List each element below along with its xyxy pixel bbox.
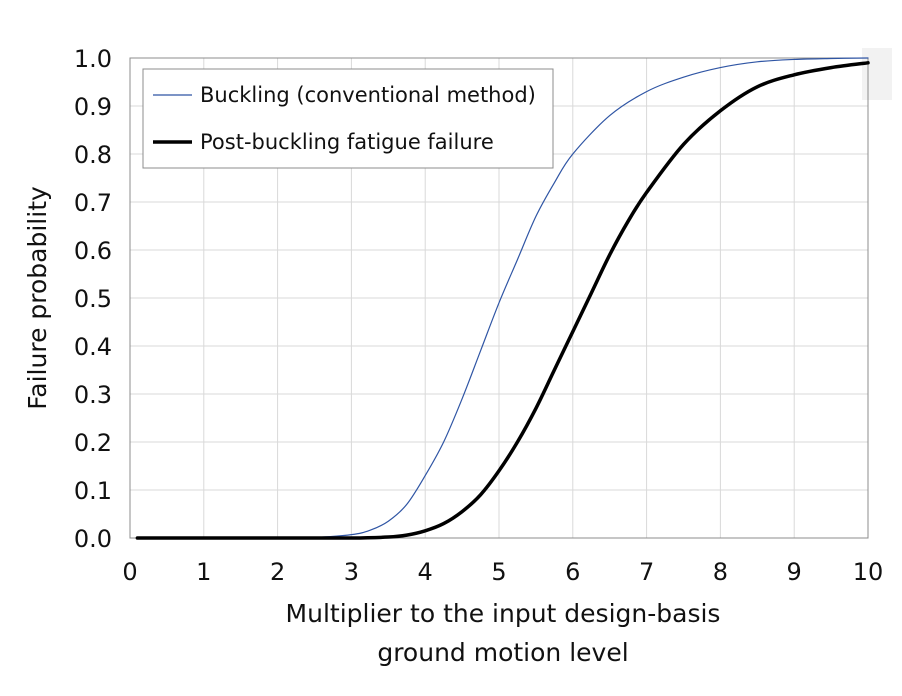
y-tick-label: 0.9 — [74, 93, 112, 121]
x-tick-label: 0 — [122, 558, 137, 586]
x-tick-label: 6 — [565, 558, 580, 586]
x-tick-label: 7 — [639, 558, 654, 586]
y-tick-label: 0.0 — [74, 525, 112, 553]
x-tick-label: 3 — [344, 558, 359, 586]
series-line-post-buckling — [135, 61, 870, 540]
y-tick-label: 0.5 — [74, 285, 112, 313]
y-tick-label: 0.1 — [74, 477, 112, 505]
y-tick-label: 0.4 — [74, 333, 112, 361]
y-tick-label: 1.0 — [74, 45, 112, 73]
x-tick-label: 1 — [196, 558, 211, 586]
series-line-buckling — [136, 57, 869, 539]
x-axis-title-line-2: ground motion level — [377, 638, 628, 667]
y-tick-label: 0.7 — [74, 189, 112, 217]
x-tick-label: 4 — [418, 558, 433, 586]
x-tick-labels: 0 1 2 3 4 5 6 7 8 9 10 — [122, 558, 883, 586]
x-axis-title-line-1: Multiplier to the input design-basis — [286, 599, 721, 628]
legend-label-buckling: Buckling (conventional method) — [200, 83, 536, 107]
y-tick-labels: 0.0 0.1 0.2 0.3 0.4 0.5 0.6 0.7 0.8 0.9 1.0 — [74, 45, 112, 553]
y-axis-title: Failure probability — [23, 186, 52, 410]
x-tick-label: 5 — [491, 558, 506, 586]
plot-area-border — [129, 57, 869, 539]
legend: Buckling (conventional method) Post-buck… — [142, 68, 554, 169]
series-layer — [135, 57, 870, 540]
legend-box — [142, 68, 554, 169]
x-tick-label: 10 — [853, 558, 884, 586]
y-tick-label: 0.3 — [74, 381, 112, 409]
legend-shadow-block — [862, 48, 892, 100]
x-tick-label: 9 — [787, 558, 802, 586]
y-tick-label: 0.8 — [74, 141, 112, 169]
legend-label-post-buckling: Post-buckling fatigue failure — [200, 130, 494, 154]
y-tick-label: 0.6 — [74, 237, 112, 265]
x-tick-label: 2 — [270, 558, 285, 586]
y-tick-label: 0.2 — [74, 429, 112, 457]
x-tick-label: 8 — [713, 558, 728, 586]
